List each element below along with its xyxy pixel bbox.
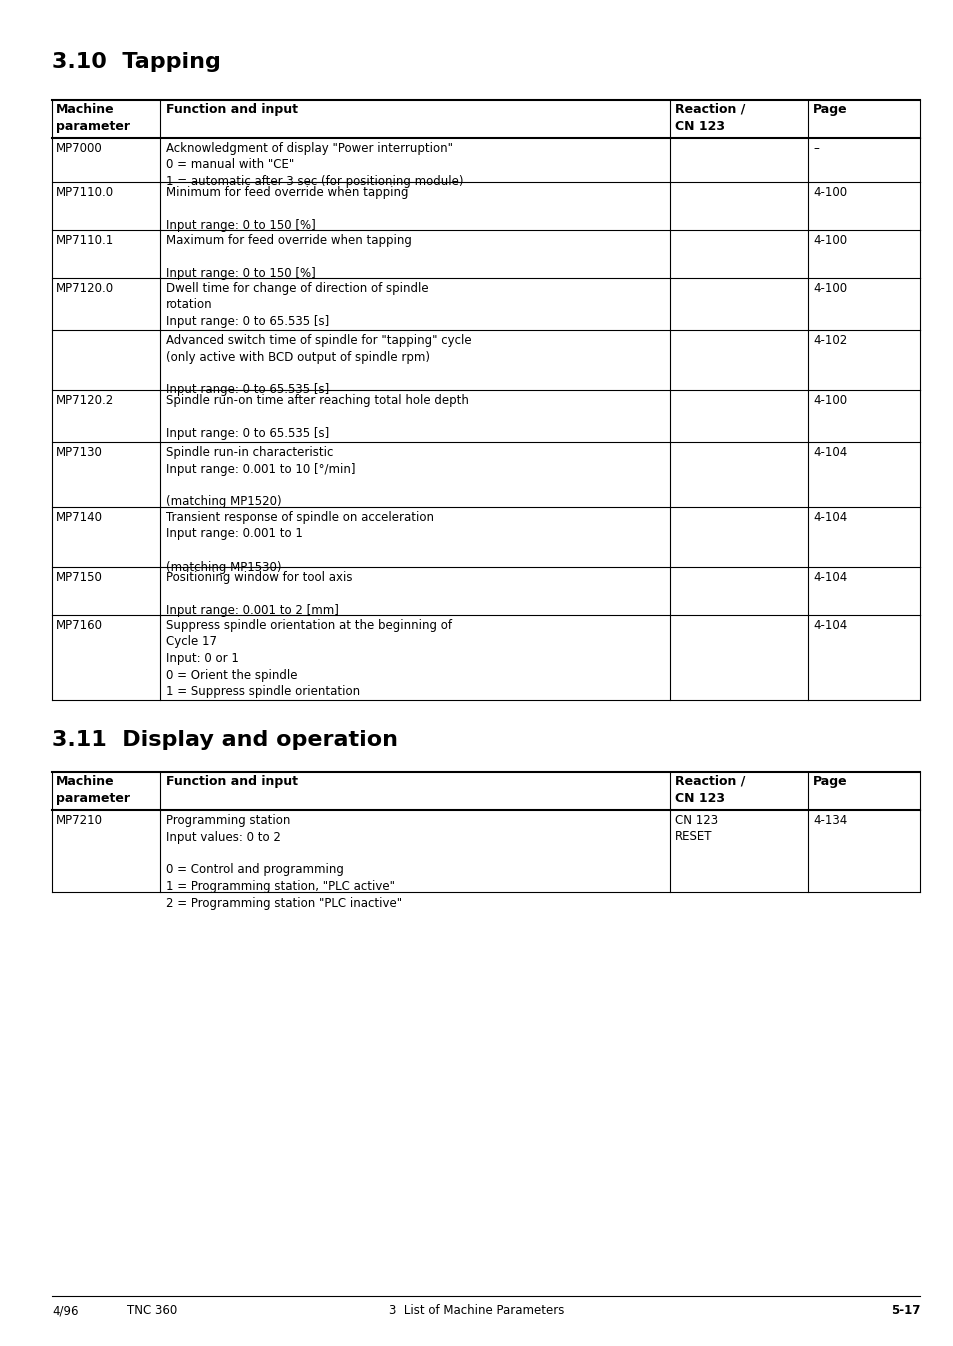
Text: MP7110.1: MP7110.1 — [56, 234, 114, 248]
Text: Reaction /
CN 123: Reaction / CN 123 — [675, 775, 744, 805]
Text: 4-104: 4-104 — [812, 571, 846, 584]
Text: MP7210: MP7210 — [56, 814, 103, 826]
Text: 4-134: 4-134 — [812, 814, 846, 826]
Text: 4-100: 4-100 — [812, 186, 846, 199]
Text: Suppress spindle orientation at the beginning of
Cycle 17
Input: 0 or 1
0 = Orie: Suppress spindle orientation at the begi… — [166, 619, 452, 699]
Text: Reaction /
CN 123: Reaction / CN 123 — [675, 104, 744, 133]
Text: Dwell time for change of direction of spindle
rotation
Input range: 0 to 65.535 : Dwell time for change of direction of sp… — [166, 283, 428, 328]
Text: 4-100: 4-100 — [812, 394, 846, 406]
Text: MP7140: MP7140 — [56, 511, 103, 524]
Text: MP7130: MP7130 — [56, 446, 103, 459]
Text: Page: Page — [812, 104, 846, 116]
Text: MP7150: MP7150 — [56, 571, 103, 584]
Text: Machine
parameter: Machine parameter — [56, 775, 130, 805]
Text: MP7000: MP7000 — [56, 141, 103, 155]
Text: Maximum for feed override when tapping

Input range: 0 to 150 [%]: Maximum for feed override when tapping I… — [166, 234, 412, 280]
Text: Acknowledgment of display "Power interruption"
0 = manual with "CE"
1 = automati: Acknowledgment of display "Power interru… — [166, 141, 463, 188]
Text: Page: Page — [812, 775, 846, 787]
Text: 3.10  Tapping: 3.10 Tapping — [52, 52, 221, 71]
Text: Transient response of spindle on acceleration
Input range: 0.001 to 1

(matching: Transient response of spindle on acceler… — [166, 511, 434, 573]
Text: 3  List of Machine Parameters: 3 List of Machine Parameters — [389, 1304, 564, 1316]
Text: 4-100: 4-100 — [812, 283, 846, 295]
Text: Function and input: Function and input — [166, 775, 297, 787]
Text: 4-104: 4-104 — [812, 446, 846, 459]
Text: Minimum for feed override when tapping

Input range: 0 to 150 [%]: Minimum for feed override when tapping I… — [166, 186, 408, 232]
Text: MP7120.2: MP7120.2 — [56, 394, 114, 406]
Text: TNC 360: TNC 360 — [127, 1304, 177, 1316]
Text: MP7160: MP7160 — [56, 619, 103, 633]
Text: Spindle run-in characteristic
Input range: 0.001 to 10 [°/min]

(matching MP1520: Spindle run-in characteristic Input rang… — [166, 446, 355, 509]
Text: MP7110.0: MP7110.0 — [56, 186, 114, 199]
Text: 4-104: 4-104 — [812, 511, 846, 524]
Text: MP7120.0: MP7120.0 — [56, 283, 114, 295]
Text: –: – — [812, 141, 818, 155]
Text: CN 123
RESET: CN 123 RESET — [675, 814, 718, 844]
Text: Machine
parameter: Machine parameter — [56, 104, 130, 133]
Text: 4-104: 4-104 — [812, 619, 846, 633]
Text: Advanced switch time of spindle for "tapping" cycle
(only active with BCD output: Advanced switch time of spindle for "tap… — [166, 334, 471, 397]
Text: 4-100: 4-100 — [812, 234, 846, 248]
Text: 4-102: 4-102 — [812, 334, 846, 347]
Text: 3.11  Display and operation: 3.11 Display and operation — [52, 730, 397, 750]
Text: Spindle run-on time after reaching total hole depth

Input range: 0 to 65.535 [s: Spindle run-on time after reaching total… — [166, 394, 468, 440]
Text: 5-17: 5-17 — [890, 1304, 919, 1316]
Text: Positioning window for tool axis

Input range: 0.001 to 2 [mm]: Positioning window for tool axis Input r… — [166, 571, 352, 616]
Text: Function and input: Function and input — [166, 104, 297, 116]
Text: 4/96: 4/96 — [52, 1304, 78, 1316]
Text: Programming station
Input values: 0 to 2

0 = Control and programming
1 = Progra: Programming station Input values: 0 to 2… — [166, 814, 402, 910]
